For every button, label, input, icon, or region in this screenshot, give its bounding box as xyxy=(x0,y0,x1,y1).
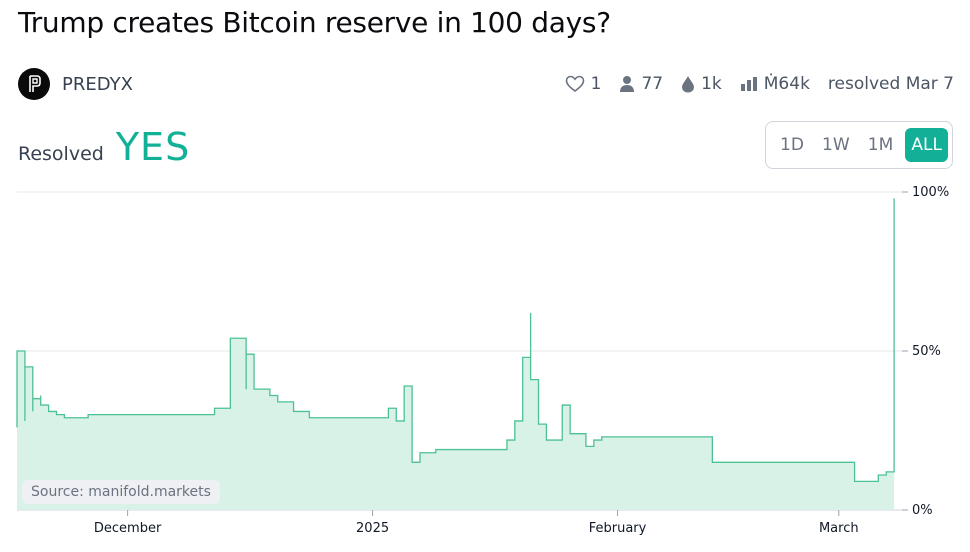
liquidity-amount: 1k xyxy=(701,74,722,94)
likes-stat[interactable]: 1 xyxy=(565,74,602,94)
y-tick-label: 0% xyxy=(912,503,933,518)
market-meta-row: PREDYX 1 77 1k Ṁ xyxy=(18,66,954,102)
range-1m-button[interactable]: 1M xyxy=(867,135,894,155)
probability-area xyxy=(17,198,895,511)
x-tick-label: March xyxy=(819,521,859,536)
range-1d-button[interactable]: 1D xyxy=(780,135,804,155)
resolution-status: Resolved YES xyxy=(18,125,190,169)
traders-count: 77 xyxy=(641,74,664,94)
x-tick-label: February xyxy=(589,521,647,536)
volume-stat[interactable]: Ṁ64k xyxy=(740,74,810,94)
resolved-value: YES xyxy=(115,125,191,169)
traders-stat[interactable]: 77 xyxy=(619,74,663,94)
droplet-icon xyxy=(682,76,695,93)
source-badge: Source: manifold.markets xyxy=(22,480,220,504)
liquidity-stat[interactable]: 1k xyxy=(681,74,722,94)
x-tick-label: December xyxy=(94,521,162,536)
range-1w-button[interactable]: 1W xyxy=(822,135,850,155)
bar-chart-icon xyxy=(740,77,757,91)
creator[interactable]: PREDYX xyxy=(18,68,133,100)
y-tick-label: 50% xyxy=(912,344,941,359)
heart-icon xyxy=(565,75,584,93)
likes-count: 1 xyxy=(590,74,602,94)
y-tick-label: 100% xyxy=(912,185,949,200)
time-range-selector: 1D 1W 1M ALL xyxy=(765,121,953,169)
probability-line[interactable] xyxy=(16,198,895,483)
market-stats: 1 77 1k Ṁ64k resolved Mar 7 xyxy=(565,74,954,94)
market-title: Trump creates Bitcoin reserve in 100 day… xyxy=(18,6,611,39)
predyx-logo-icon xyxy=(29,75,41,92)
volume-amount: Ṁ64k xyxy=(763,74,810,94)
avatar[interactable] xyxy=(18,68,50,100)
probability-chart[interactable]: December 2025 February March 0% 50% 100% xyxy=(0,180,970,552)
range-all-button[interactable]: ALL xyxy=(905,128,948,162)
x-tick-label: 2025 xyxy=(356,521,389,536)
creator-name[interactable]: PREDYX xyxy=(62,73,133,95)
user-icon xyxy=(620,76,635,92)
resolved-label: Resolved xyxy=(18,143,104,165)
resolved-date: resolved Mar 7 xyxy=(827,74,954,94)
